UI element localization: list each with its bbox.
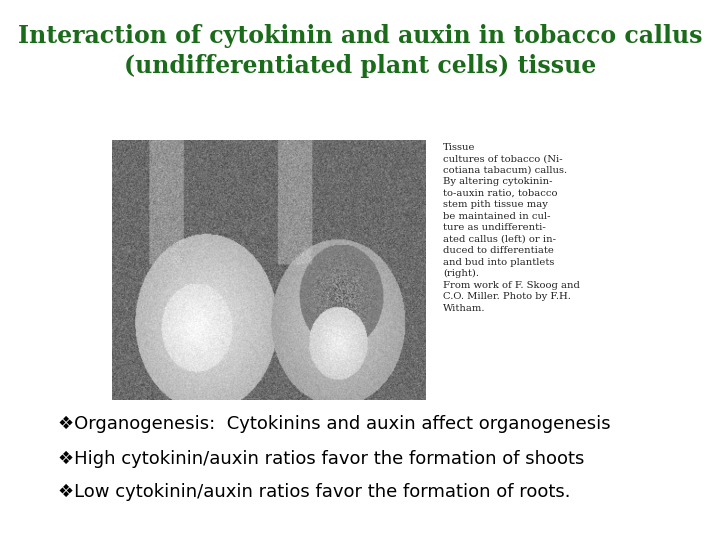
Text: Tissue
cultures of tobacco (Ni-
cotiana tabacum) callus.
By altering cytokinin-
: Tissue cultures of tobacco (Ni- cotiana … [443, 143, 580, 313]
Text: Interaction of cytokinin and auxin in tobacco callus
(undifferentiated plant cel: Interaction of cytokinin and auxin in to… [18, 24, 702, 78]
Text: ❖High cytokinin/auxin ratios favor the formation of shoots: ❖High cytokinin/auxin ratios favor the f… [58, 450, 584, 468]
Text: ❖Low cytokinin/auxin ratios favor the formation of roots.: ❖Low cytokinin/auxin ratios favor the fo… [58, 483, 570, 502]
Text: ❖Organogenesis:  Cytokinins and auxin affect organogenesis: ❖Organogenesis: Cytokinins and auxin aff… [58, 415, 611, 433]
